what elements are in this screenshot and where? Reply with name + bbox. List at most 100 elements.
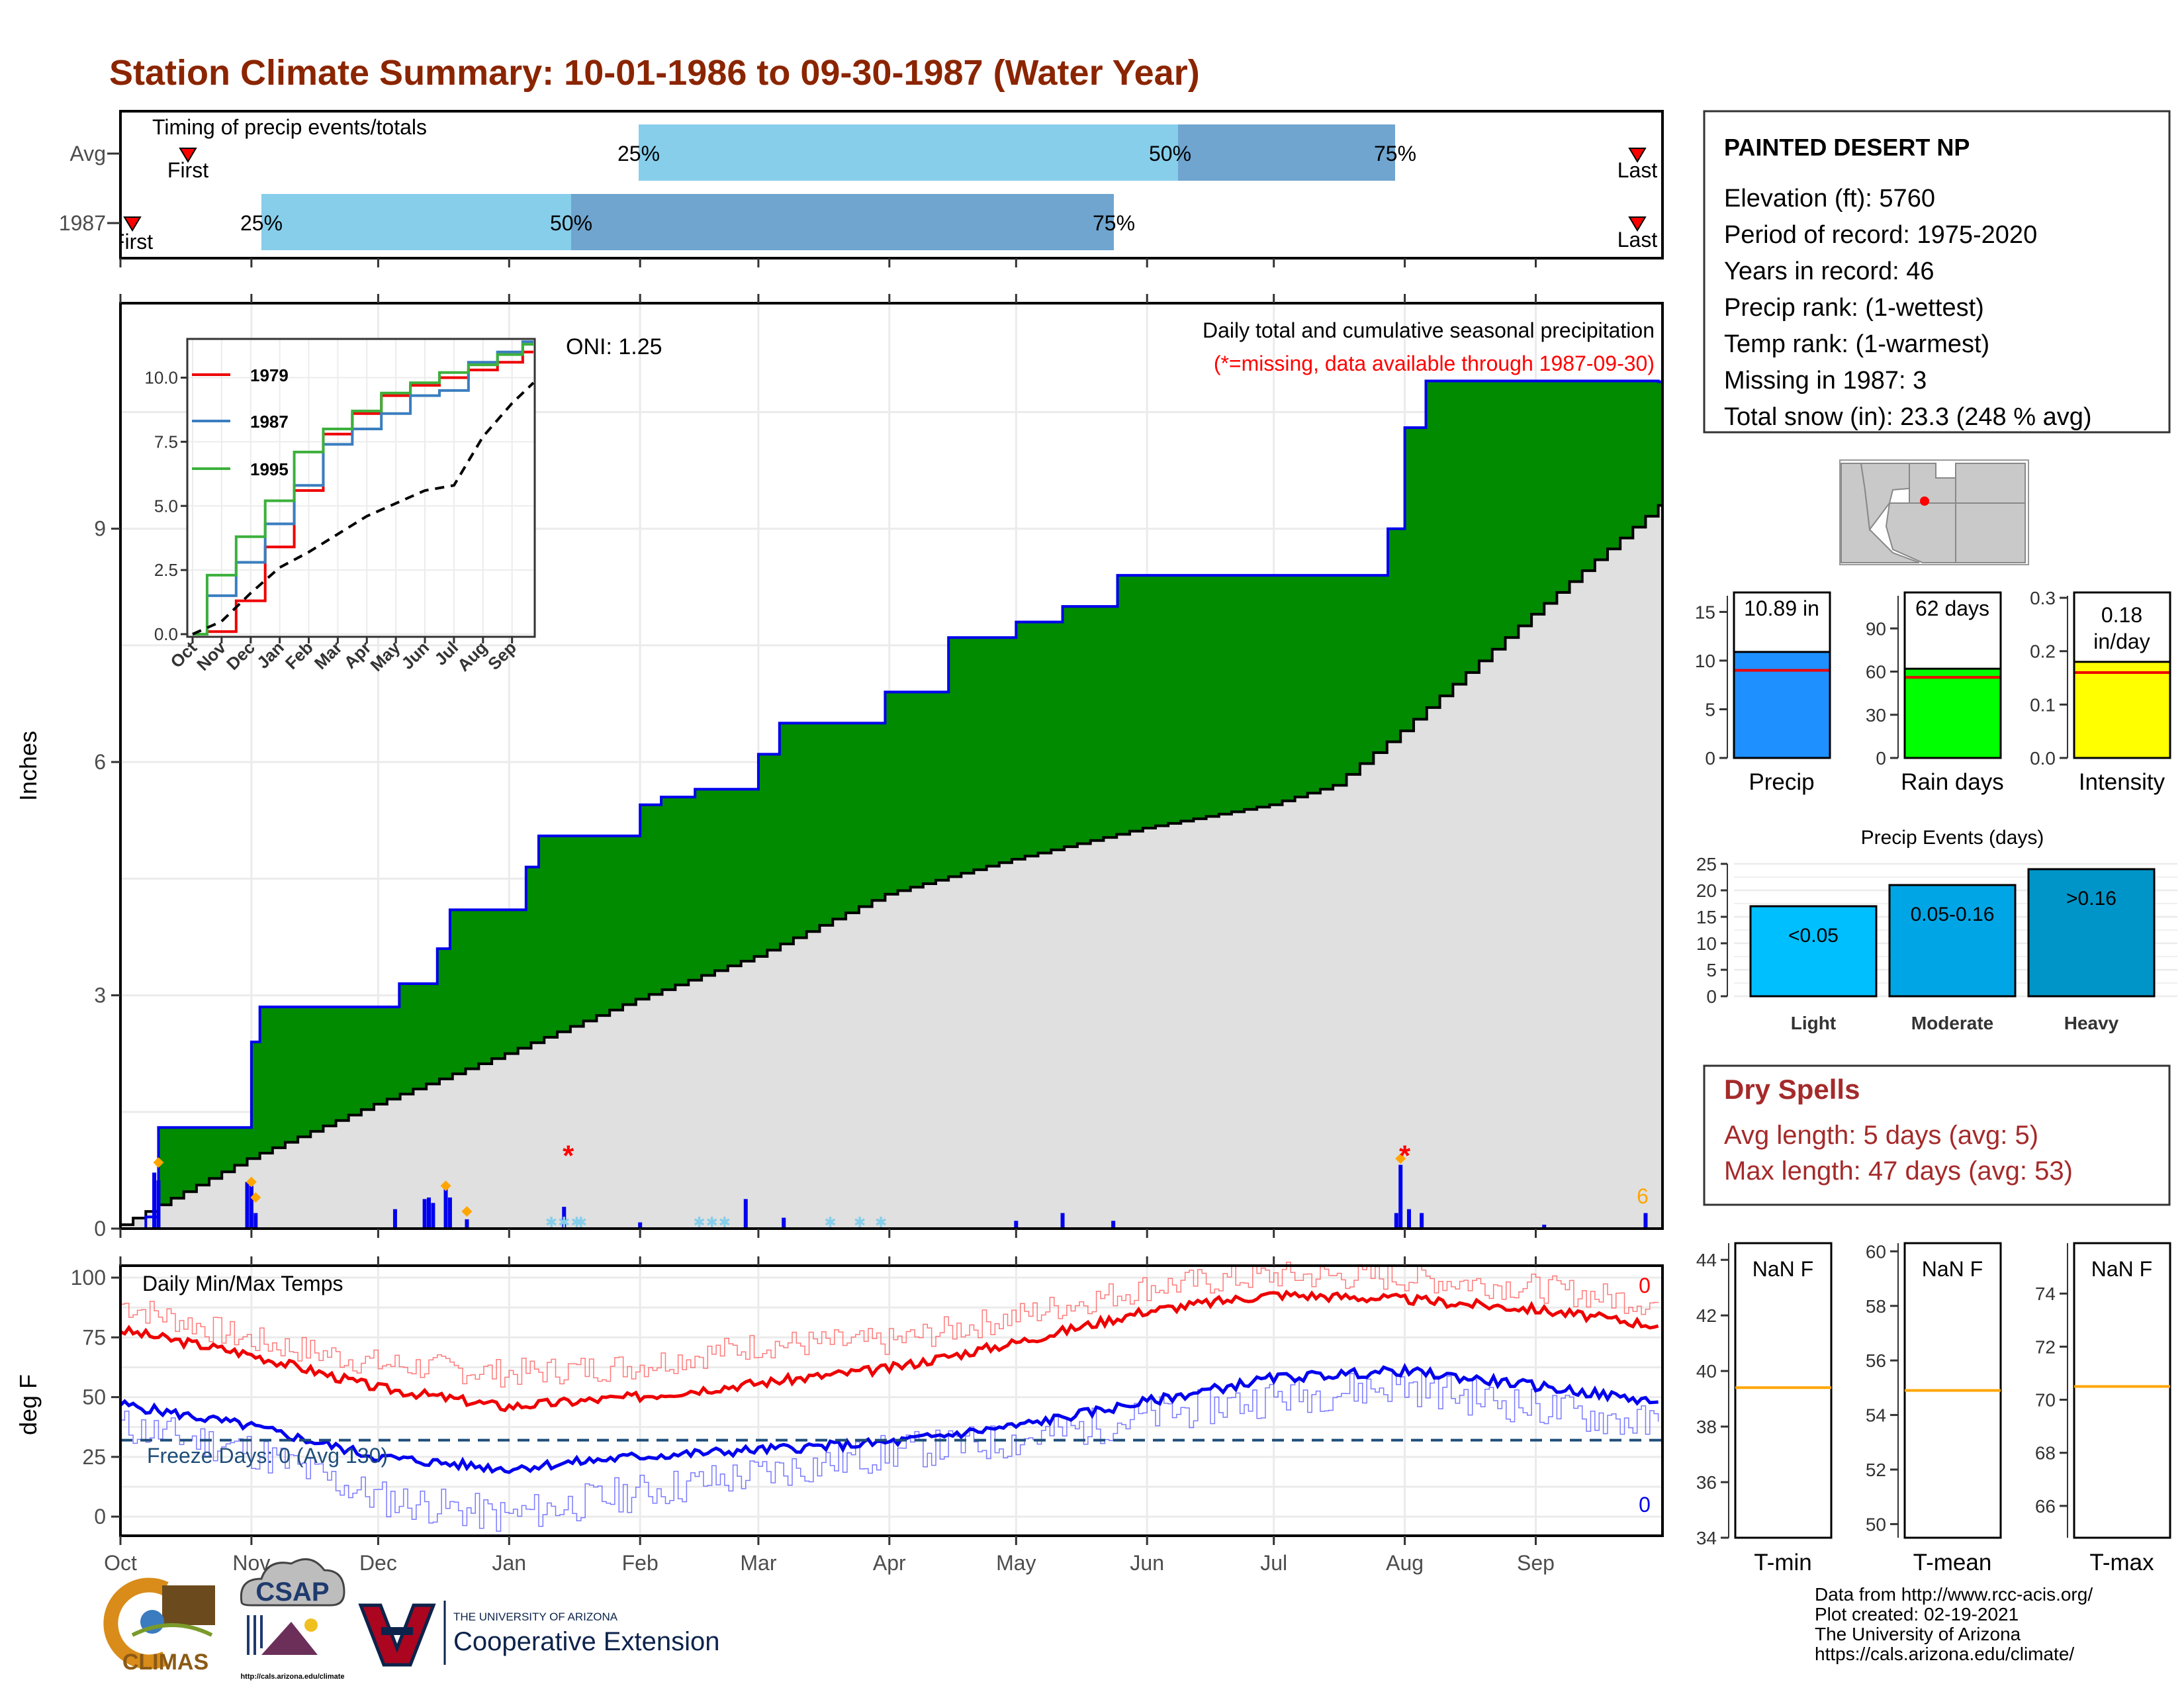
stat-bar-fill (1733, 651, 1831, 759)
daily-precip-bar (443, 1187, 448, 1229)
temp-x-tick-label: Apr (873, 1551, 906, 1575)
daily-precip-bar (782, 1217, 786, 1229)
snowflake-marker: ✱ (875, 1214, 887, 1231)
csap-text: CSAP (255, 1577, 329, 1607)
climas-logo: CLIMAS (103, 1577, 215, 1675)
csap-url: http://cals.arizona.edu/climate (240, 1673, 344, 1681)
stat-y-tick-label: 60 (1866, 662, 1886, 682)
precip-events-chart: Precip Events (days) <0.05 Light 0.05-0.16… (1696, 827, 2177, 1033)
precip-stat-value: 10.89 in (1744, 596, 1819, 620)
temp-stat-y-tick-label: 72 (2035, 1336, 2056, 1357)
daily-precip-bar (427, 1197, 431, 1229)
event-bar (1749, 905, 1878, 998)
temp-x-tick-label: Mar (740, 1551, 776, 1575)
temp-stat-y-tick-label: 56 (1866, 1350, 1886, 1371)
snowflake-marker: ✱ (570, 1214, 582, 1231)
inset-x-tick-label: Jun (397, 637, 433, 673)
station-period: Period of record: 1975-2020 (1724, 221, 2037, 249)
main-y-label: Inches (15, 731, 42, 801)
inset-x-tick-label: May (366, 637, 404, 675)
daily-precip-bar (1394, 1213, 1398, 1229)
temp-stat-y-tick-label: 52 (1866, 1460, 1886, 1480)
max-count: 0 (1639, 1274, 1651, 1297)
legend-1987-label: 1987 (250, 412, 289, 432)
temp-chart-frame (119, 1264, 1664, 1537)
daily-precip-bar (1014, 1221, 1019, 1229)
temp-stat-y-tick-label: 50 (1866, 1514, 1886, 1534)
y1987-q1-q2-bar (261, 194, 571, 250)
precip-events-title: Precip Events (days) (1861, 827, 2044, 849)
stat-y-tick-label: 0.1 (2030, 694, 2056, 715)
tmean-value: NaN F (1922, 1257, 1983, 1281)
min-count: 0 (1639, 1493, 1651, 1517)
inset-avg-line (192, 381, 535, 635)
station-info-frame (1703, 110, 2171, 434)
y1987-p50-label: 50% (550, 211, 592, 235)
stat-value-bg (1737, 594, 1827, 628)
locator-map (1839, 459, 2029, 565)
event-bar-range: <0.05 (1788, 925, 1839, 947)
inset-line-1995 (193, 343, 533, 635)
temp-x-tick-label: Nov (232, 1551, 270, 1575)
temp-stat-y-tick-label: 68 (2035, 1443, 2056, 1464)
temp-x-tick-label: Oct (104, 1551, 137, 1575)
stat-y-tick-label: 15 (1695, 602, 1715, 622)
snowflake-marker: ✱ (719, 1214, 731, 1231)
inset-y-tick-label: 2.5 (154, 560, 178, 580)
event-bar-range: 0.05-0.16 (1911, 904, 1995, 925)
precip-stat-frame (1733, 591, 1831, 759)
daily-precip-bar (1406, 1209, 1411, 1229)
footer-url: https://cals.arizona.edu/climate/ (1815, 1644, 2074, 1664)
snowflake-marker: ✱ (854, 1214, 866, 1231)
intensity-stat-value: 0.18 in/day (2093, 603, 2150, 653)
timing-row-1987: 1987 (59, 211, 106, 235)
stat-intensity: 0.18 in/day Intensity (2073, 591, 2171, 795)
y1987-p75-label: 75% (1093, 211, 1135, 235)
inset-y-tick-label: 10.0 (144, 368, 178, 388)
footer-data-source: Data from http://www.rcc-acis.org/ (1815, 1584, 2093, 1605)
footer-created: Plot created: 02-19-2021 (1815, 1604, 2019, 1624)
inset-y-axis: 0.0 2.5 5.0 7.5 10.0 (144, 368, 187, 644)
footer-university: The University of Arizona (1815, 1624, 2021, 1644)
daily-precip-bar (638, 1222, 643, 1229)
event-bar-label: Moderate (1911, 1013, 1993, 1033)
tmean-box: NaN F T-mean (1903, 1242, 2002, 1575)
stat-value-bg (1907, 594, 1997, 628)
temp-x-tick-label: Sep (1517, 1551, 1555, 1575)
daily-precip-bars (152, 1164, 1648, 1229)
missing-marker: * (563, 1140, 574, 1172)
station-precip-rank: Precip rank: (1-wettest) (1724, 294, 1984, 322)
temp-stat-y-tick-label: 44 (1696, 1250, 1717, 1270)
ua-small-text: THE UNIVERSITY OF ARIZONA (453, 1611, 618, 1623)
y1987-first-label: First (112, 230, 153, 254)
snow-marker (246, 1176, 257, 1188)
avg-min-temp-line (119, 1362, 1659, 1474)
inset-frame (186, 338, 536, 638)
temp-x-tick-label: May (996, 1551, 1036, 1575)
daily-precip-bar (465, 1219, 469, 1229)
timing-panel: Timing of precip events/totals Avg 1987 … (59, 110, 1664, 259)
stat-y-tick-label: 0.0 (2030, 748, 2056, 769)
temp-y-axis: 0 25 50 75 100 (71, 1266, 120, 1528)
dry-spells-max: Max length: 47 days (avg: 53) (1724, 1156, 2073, 1186)
stat-y-tick-label: 0.2 (2030, 641, 2056, 662)
snowflake-marker: ✱ (705, 1214, 717, 1231)
main-y-tick-label: 0 (94, 1217, 106, 1241)
stat-y-tick-label: 30 (1866, 705, 1886, 726)
daily-precip-bar (447, 1197, 452, 1229)
daily-precip-bar (392, 1209, 397, 1229)
corner-value: 6 (1637, 1184, 1649, 1208)
tmax-box: NaN F T-max (2073, 1242, 2171, 1575)
main-y-tick-label: 6 (94, 750, 106, 774)
precip-stat-label: Precip (1749, 769, 1814, 795)
temp-x-tick-label: Feb (622, 1551, 659, 1575)
tmean-label: T-mean (1913, 1550, 1992, 1575)
y1987-q2-q3-bar (571, 194, 1114, 250)
avg-last-label: Last (1617, 158, 1658, 182)
inset-chart: 0.0 2.5 5.0 7.5 10.0 OctNovDecJanFebMarAprMa… (144, 338, 536, 675)
dry-spells-frame (1703, 1064, 2171, 1206)
daily-precip-bar (422, 1199, 427, 1229)
temp-stat-y-tick-label: 60 (1866, 1241, 1886, 1262)
inset-y-tick-label: 5.0 (154, 496, 178, 516)
